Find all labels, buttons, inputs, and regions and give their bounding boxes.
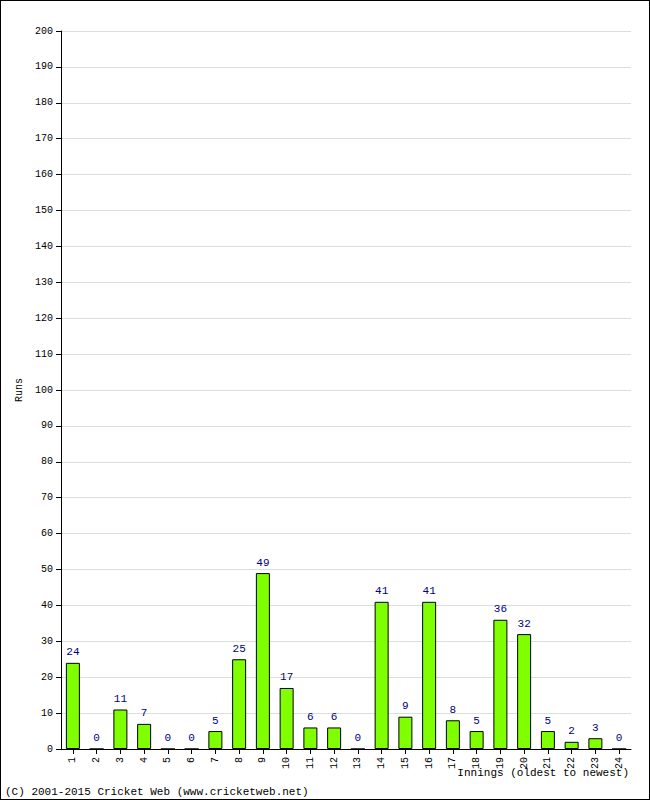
svg-text:120: 120	[35, 313, 53, 324]
svg-text:0: 0	[355, 732, 362, 744]
svg-text:10: 10	[281, 757, 292, 769]
svg-text:15: 15	[400, 757, 411, 769]
svg-text:4: 4	[139, 757, 150, 763]
svg-text:80: 80	[41, 456, 53, 467]
svg-text:0: 0	[616, 732, 623, 744]
svg-text:180: 180	[35, 97, 53, 108]
svg-text:20: 20	[519, 757, 530, 769]
svg-text:10: 10	[41, 708, 53, 719]
svg-text:8: 8	[450, 704, 457, 716]
svg-text:50: 50	[41, 564, 53, 575]
svg-text:41: 41	[375, 585, 389, 597]
svg-text:5: 5	[473, 715, 480, 727]
svg-text:1: 1	[67, 757, 78, 763]
svg-text:8: 8	[234, 757, 245, 763]
svg-text:25: 25	[233, 643, 246, 655]
svg-text:5: 5	[212, 715, 219, 727]
svg-text:110: 110	[35, 349, 53, 360]
svg-text:3: 3	[592, 722, 599, 734]
svg-text:24: 24	[66, 646, 80, 658]
svg-text:16: 16	[424, 757, 435, 769]
svg-text:170: 170	[35, 133, 53, 144]
svg-text:6: 6	[186, 757, 197, 763]
svg-text:32: 32	[518, 618, 531, 630]
svg-text:9: 9	[402, 700, 409, 712]
svg-text:17: 17	[280, 671, 293, 683]
svg-text:5: 5	[545, 715, 552, 727]
svg-text:100: 100	[35, 385, 53, 396]
svg-text:0: 0	[93, 732, 100, 744]
svg-text:(C) 2001-2015 Cricket Web (www: (C) 2001-2015 Cricket Web (www.cricketwe…	[5, 786, 309, 798]
svg-text:13: 13	[352, 757, 363, 769]
svg-text:40: 40	[41, 600, 53, 611]
svg-text:20: 20	[41, 672, 53, 683]
svg-text:2: 2	[91, 757, 102, 763]
svg-text:60: 60	[41, 528, 53, 539]
svg-text:0: 0	[188, 732, 195, 744]
svg-text:0: 0	[47, 744, 53, 755]
svg-text:12: 12	[329, 757, 340, 769]
svg-text:Runs: Runs	[14, 378, 25, 402]
svg-text:5: 5	[162, 757, 173, 763]
svg-text:6: 6	[307, 711, 314, 723]
svg-text:6: 6	[331, 711, 338, 723]
svg-text:160: 160	[35, 169, 53, 180]
svg-text:22: 22	[566, 757, 577, 769]
svg-text:36: 36	[494, 603, 507, 615]
svg-text:11: 11	[114, 693, 128, 705]
svg-text:0: 0	[165, 732, 172, 744]
svg-text:24: 24	[614, 757, 625, 769]
svg-text:7: 7	[210, 757, 221, 763]
svg-text:18: 18	[471, 757, 482, 769]
svg-text:21: 21	[542, 757, 553, 769]
svg-text:190: 190	[35, 61, 53, 72]
svg-text:14: 14	[376, 757, 387, 769]
svg-text:200: 200	[35, 26, 53, 37]
svg-text:7: 7	[141, 707, 148, 719]
svg-text:150: 150	[35, 205, 53, 216]
svg-text:19: 19	[495, 757, 506, 769]
svg-text:17: 17	[447, 757, 458, 769]
svg-text:140: 140	[35, 241, 53, 252]
svg-text:3: 3	[115, 757, 126, 763]
svg-text:11: 11	[305, 757, 316, 769]
svg-text:41: 41	[423, 585, 437, 597]
svg-text:2: 2	[568, 725, 575, 737]
svg-text:130: 130	[35, 277, 53, 288]
svg-text:Innings (oldest to newest): Innings (oldest to newest)	[457, 766, 629, 779]
svg-text:9: 9	[257, 757, 268, 763]
svg-text:49: 49	[256, 557, 269, 569]
svg-text:23: 23	[590, 757, 601, 769]
svg-text:90: 90	[41, 420, 53, 431]
svg-text:70: 70	[41, 492, 53, 503]
svg-text:30: 30	[41, 636, 53, 647]
